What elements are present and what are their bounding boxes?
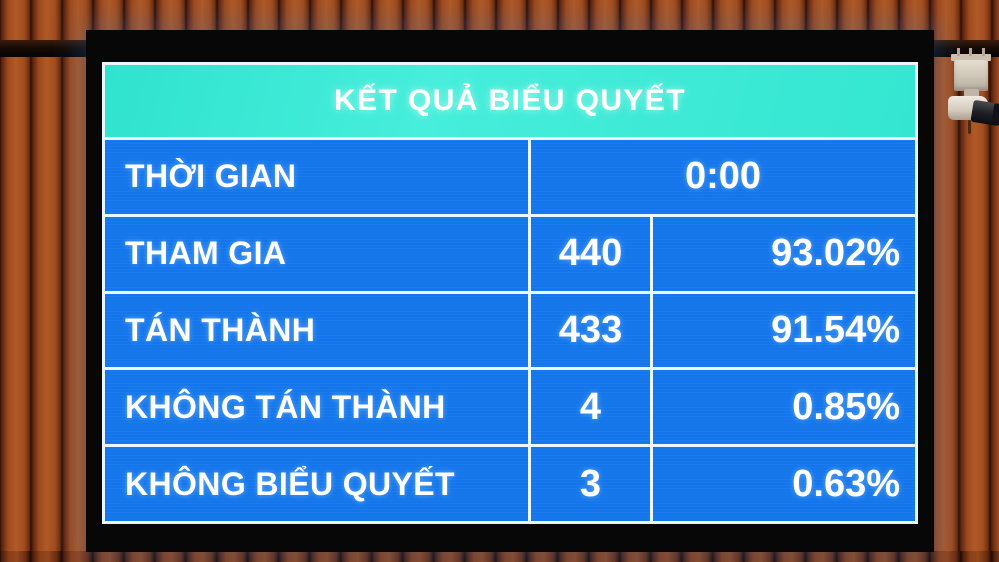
row-percent-disapprove: 0.85% <box>650 370 915 445</box>
row-value-time: 0:00 <box>528 140 915 214</box>
row-count-participated: 440 <box>528 216 650 291</box>
camera-screw <box>982 48 985 56</box>
table-row: THAM GIA 440 93.02% <box>105 213 915 291</box>
result-rows: THỜI GIAN 0:00 THAM GIA 440 93.02% TÁN T… <box>105 137 915 521</box>
board-title: KẾT QUẢ BIỂU QUYẾT <box>105 65 915 137</box>
table-row: THỜI GIAN 0:00 <box>105 137 915 214</box>
row-percent-participated: 93.02% <box>650 216 915 291</box>
camera-screw <box>969 48 972 56</box>
row-label-disapprove: KHÔNG TÁN THÀNH <box>125 388 446 425</box>
row-label-time: THỜI GIAN <box>125 158 297 195</box>
camera-screw <box>957 48 960 56</box>
row-label-abstain: KHÔNG BIỂU QUYẾT <box>125 465 455 502</box>
voting-result-board: KẾT QUẢ BIỂU QUYẾT THỜI GIAN 0:00 THAM G… <box>102 62 918 524</box>
row-percent-abstain: 0.63% <box>650 447 915 521</box>
wood-panel-bottom <box>0 551 999 562</box>
wood-panel-right <box>928 0 999 562</box>
row-count-approve: 433 <box>528 293 650 368</box>
table-row: KHÔNG TÁN THÀNH 4 0.85% <box>105 367 915 445</box>
camera-bracket <box>951 54 991 61</box>
row-percent-approve: 91.54% <box>650 293 915 368</box>
table-row: TÁN THÀNH 433 91.54% <box>105 290 915 368</box>
wall-stain <box>968 120 971 134</box>
security-camera-icon <box>944 48 999 144</box>
row-label-approve: TÁN THÀNH <box>125 311 316 348</box>
row-label-participated: THAM GIA <box>125 235 287 272</box>
row-count-abstain: 3 <box>528 447 650 521</box>
camera-neck <box>964 89 979 98</box>
wood-panel-left <box>0 0 92 562</box>
table-row: KHÔNG BIỂU QUYẾT 3 0.63% <box>105 444 915 521</box>
row-count-disapprove: 4 <box>528 370 650 445</box>
camera-housing <box>954 60 988 91</box>
